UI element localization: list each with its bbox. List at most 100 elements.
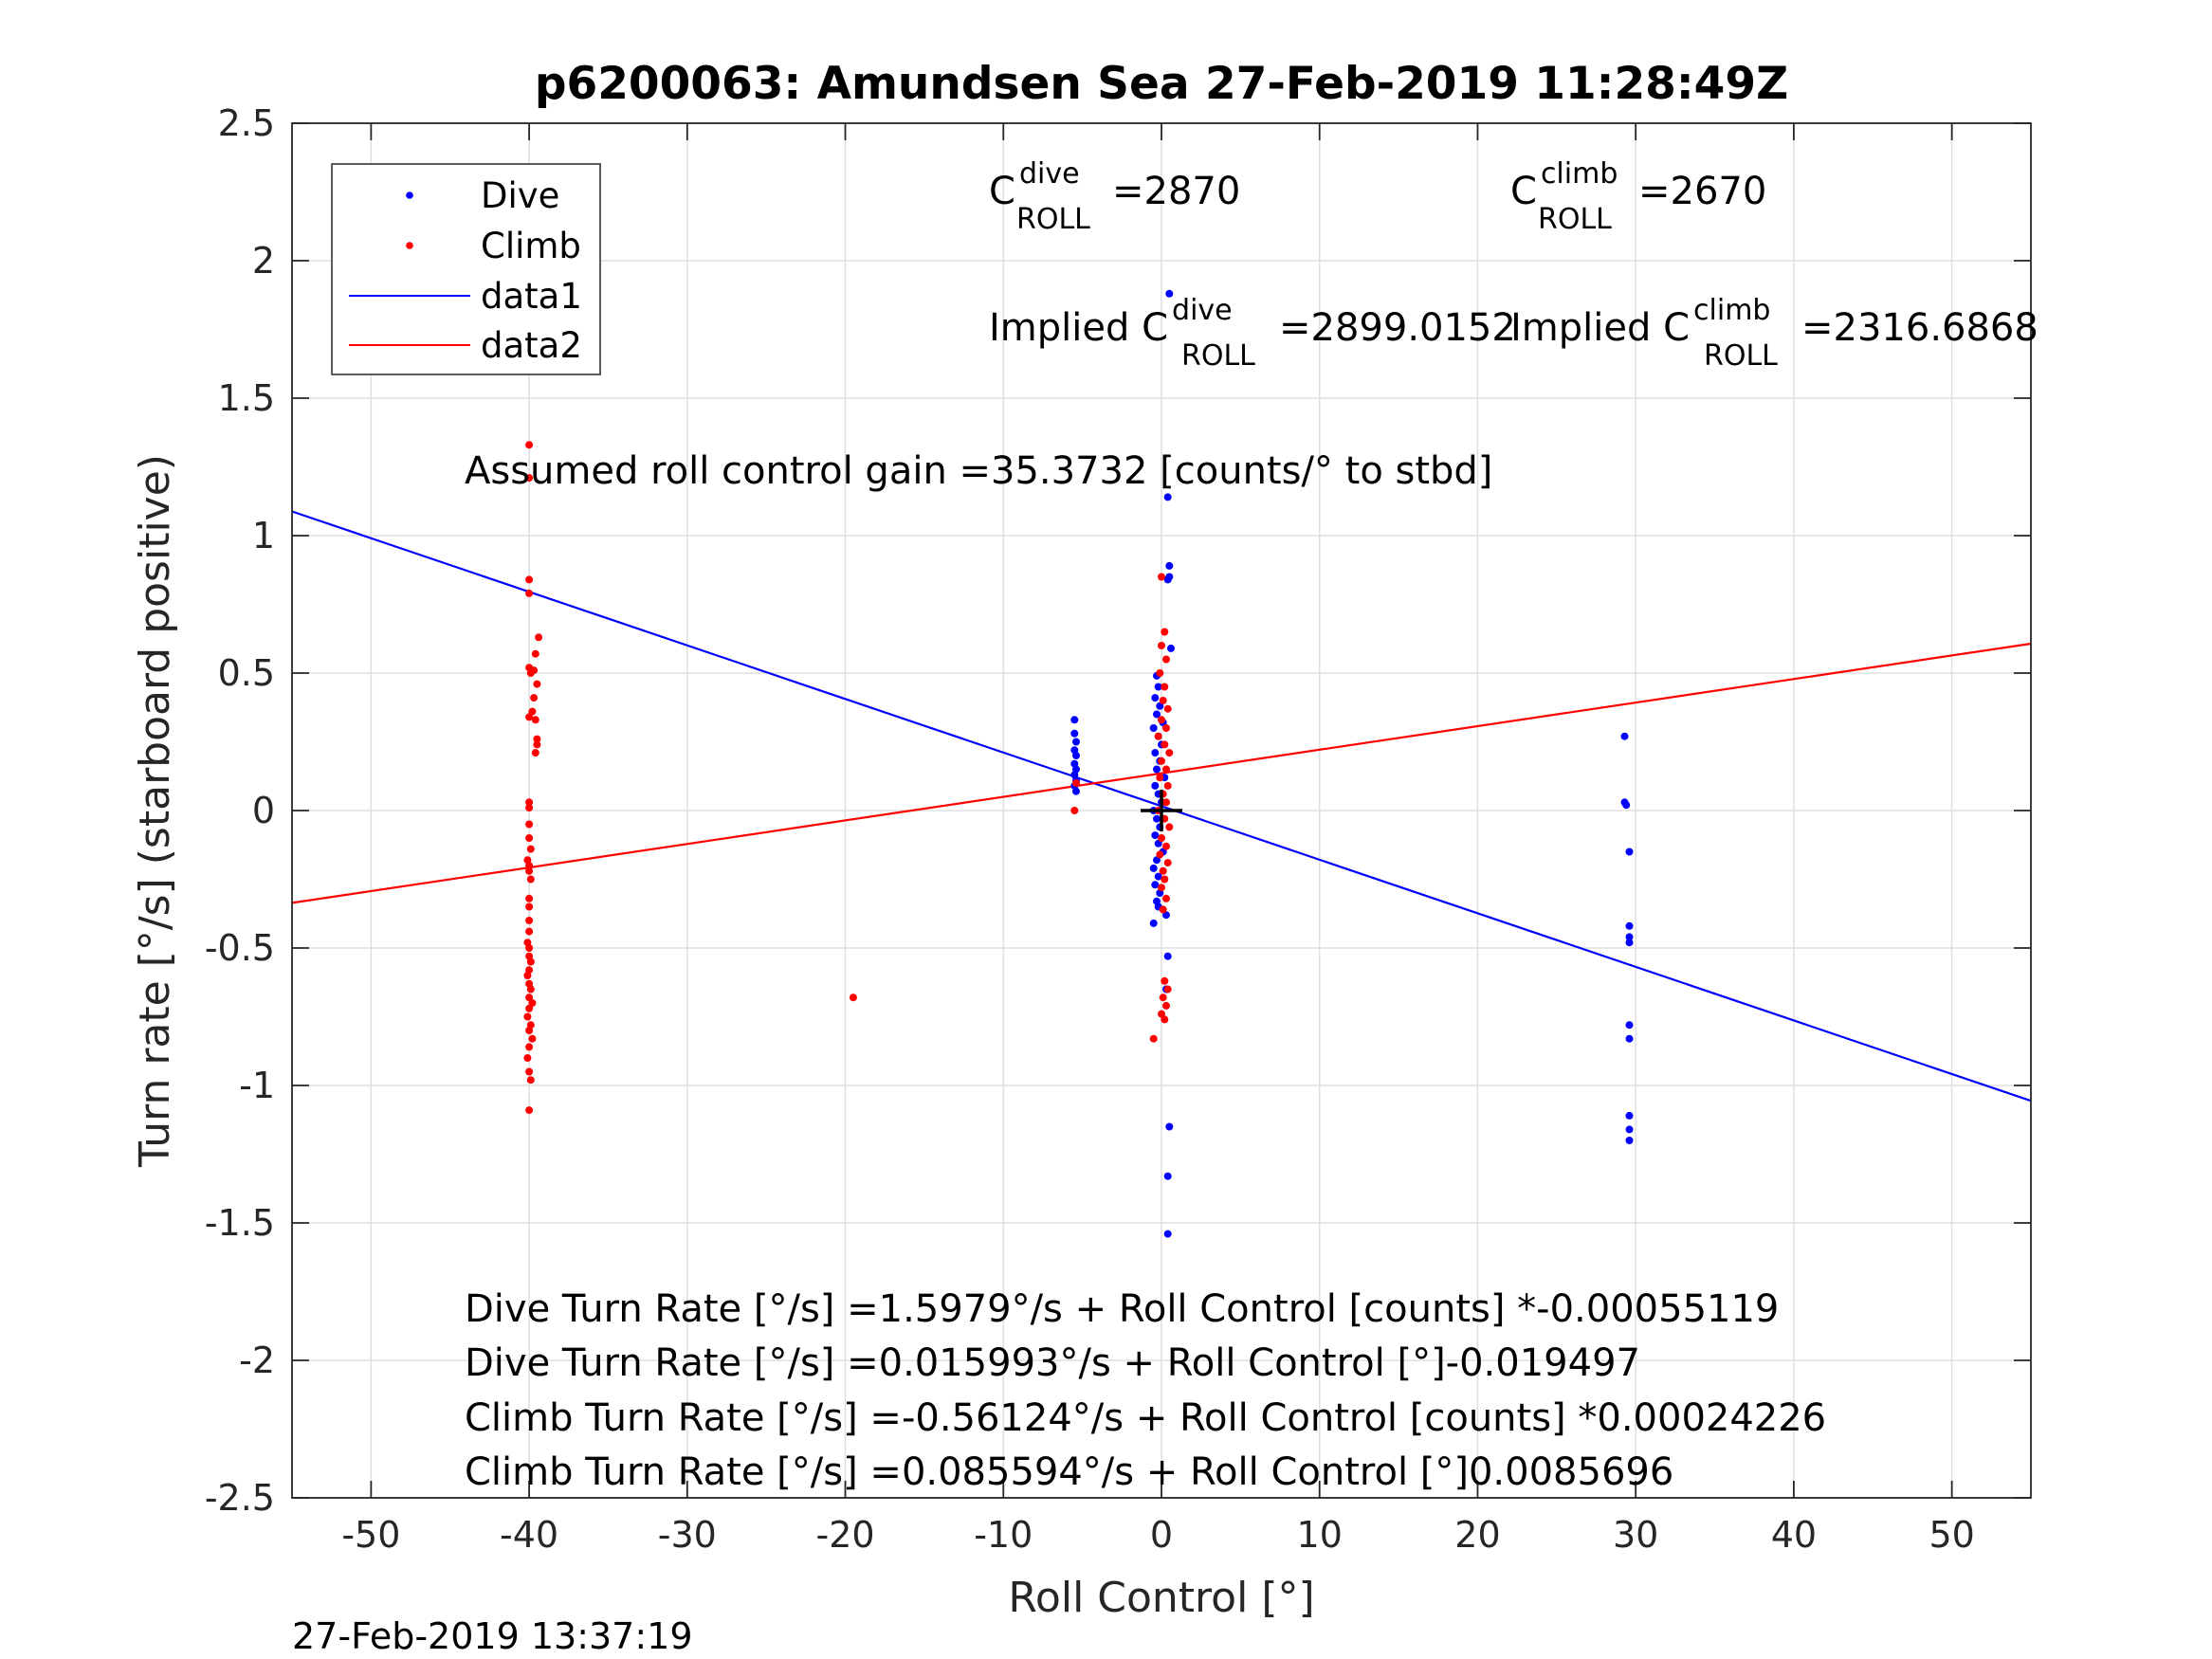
dive-point [1070,716,1079,724]
climb-point [1162,765,1170,774]
climb-point [1158,1010,1165,1018]
timestamp: 27-Feb-2019 13:37:19 [292,1615,693,1657]
c-roll-climb-sup: climb [1541,157,1618,191]
climb-point [1162,655,1170,664]
x-tick-label: 0 [1150,1514,1173,1556]
dive-point [1153,710,1161,719]
climb-point [525,927,534,936]
dive-point [1154,683,1162,691]
climb-point [523,1012,532,1021]
x-tick-label: 20 [1454,1514,1500,1556]
dive-point [1163,1230,1172,1238]
y-tick-label: 0.5 [218,652,275,694]
dive-point [1625,1125,1634,1134]
climb-point [533,680,541,688]
climb-point [1163,704,1172,713]
implied-dive-prefix: Implied C [989,306,1168,350]
climb-point [525,944,534,952]
climb-point [1156,850,1164,859]
dive-point [1625,1034,1634,1043]
x-tick-label: -10 [974,1514,1033,1556]
dive-point [1625,848,1634,856]
climb-point [525,820,534,829]
climb-point [1163,781,1172,790]
climb-point [525,474,534,483]
climb-point [526,845,535,853]
dive-point [1163,1172,1172,1180]
c-roll-dive-main: C [989,170,1015,213]
climb-point [1165,749,1174,757]
climb-point [526,875,535,884]
dive-point [1151,749,1160,757]
dive-point [1625,1021,1634,1030]
climb-point [530,694,539,702]
dive-point [1165,289,1174,298]
dive-point [1153,856,1161,865]
implied-climb-sub: ROLL [1704,339,1778,373]
equation-dive-counts: Dive Turn Rate [°/s] =1.5979°/s + Roll C… [465,1287,1779,1331]
climb-point [525,713,534,721]
dive-point [1620,732,1629,740]
dive-point [1153,814,1161,823]
legend-climb-marker [406,242,413,249]
climb-point [1162,1001,1170,1010]
climb-point [528,707,537,716]
climb-point [525,1027,534,1034]
legend-dive-marker [406,191,413,199]
climb-point [525,994,534,1002]
climb-point [525,589,534,597]
legend-climb-label: Climb [481,226,581,266]
implied-climb-prefix: Implied C [1510,306,1690,350]
y-tick-label: -1.5 [205,1202,275,1244]
dive-point [1625,1111,1634,1120]
x-tick-label: -40 [500,1514,558,1556]
dive-point [1622,801,1631,810]
equation-dive-degrees: Dive Turn Rate [°/s] =0.015993°/s + Roll… [465,1341,1640,1385]
climb-point [1158,642,1165,649]
x-tick-label: 10 [1297,1514,1343,1556]
axes: -50 -40 -30 -20 -10 0 10 20 30 40 50-2.5-2-1.5-1-0… [205,102,2032,1556]
dive-point [1163,493,1172,501]
x-tick-label: 40 [1771,1514,1817,1556]
y-tick-label: 2.5 [218,102,275,144]
climb-point [1149,1034,1158,1043]
climb-point [526,985,535,994]
y-tick-label: 1.5 [218,377,275,419]
climb-point [525,804,534,812]
data-layer [291,289,2032,1238]
climb-point [1162,724,1170,732]
climb-point [1159,905,1167,914]
c-roll-dive-sup: dive [1019,157,1080,191]
climb-point [1070,807,1079,814]
dive-point [1625,921,1634,930]
climb-point [528,1034,537,1043]
dive-point [1072,752,1080,759]
climb-point [525,1106,534,1115]
climb-point [531,749,539,757]
climb-point [1165,823,1174,831]
climb-point [1158,834,1165,842]
legend-data2-label: data2 [481,325,582,366]
climb-point [1154,732,1162,740]
y-tick-label: -0.5 [205,927,275,969]
dive-point [1165,1122,1174,1131]
climb-point [525,575,534,584]
dive-point [1151,881,1160,889]
dive-point [1167,644,1175,652]
climb-point [1156,774,1164,782]
dive-point [1151,831,1160,840]
dive-point [1625,933,1634,941]
y-tick-label: 0 [252,790,275,831]
climb-point [1158,884,1165,892]
climb-point [1161,1015,1169,1024]
climb-point [525,441,534,449]
dive-point [1072,738,1080,746]
climb-point [526,1076,535,1085]
climb-point [1158,716,1165,724]
climb-point [525,917,534,924]
climb-point [849,994,857,1002]
legend-data1-label: data1 [481,276,582,317]
